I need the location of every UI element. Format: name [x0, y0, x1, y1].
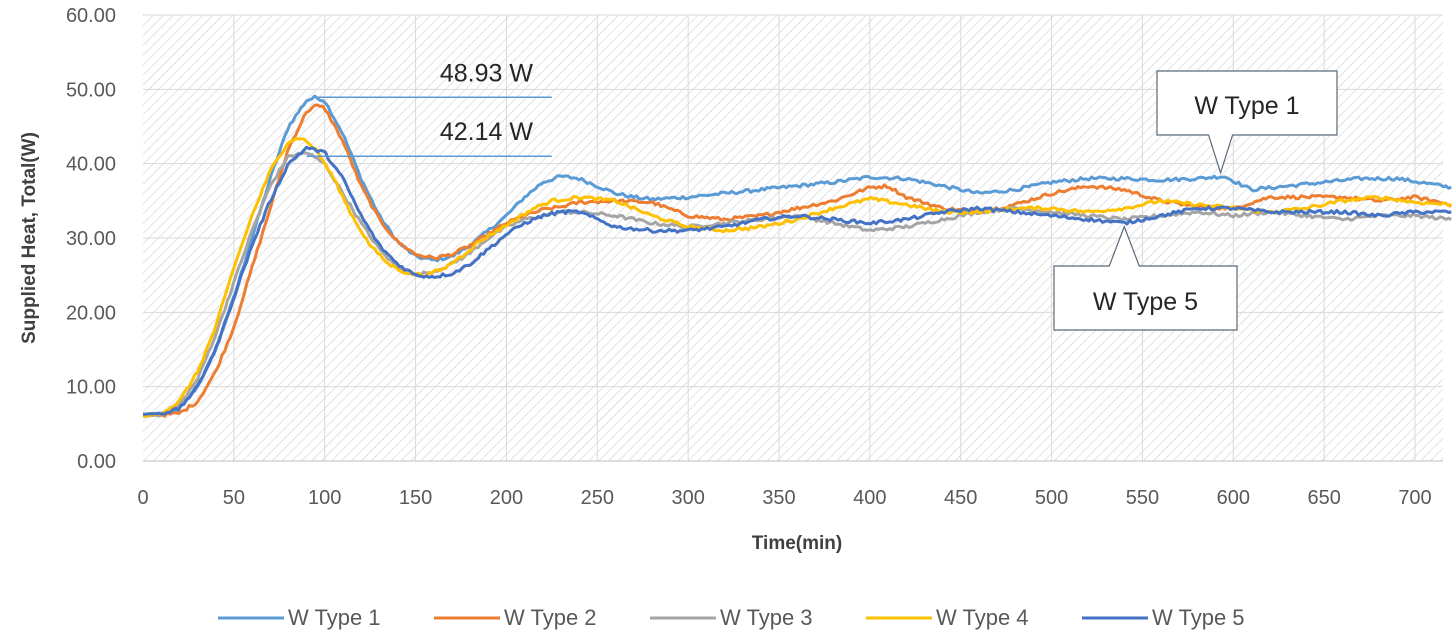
y-axis-ticks: 0.00 10.00 20.00 30.00 40.00 50.00 60.00 — [66, 5, 116, 473]
y-tick-label: 30.00 — [66, 228, 116, 250]
x-tick-label: 500 — [1035, 487, 1068, 509]
gridlines — [143, 14, 1443, 461]
peak-annotations: 48.93 W 42.14 W — [306, 59, 552, 157]
legend-label: W Type 4 — [936, 605, 1029, 630]
y-tick-label: 50.00 — [66, 79, 116, 101]
series-lines — [142, 94, 1453, 418]
legend-label: W Type 3 — [720, 605, 813, 630]
y-tick-label: 10.00 — [66, 377, 116, 399]
y-tick-label: 0.00 — [77, 451, 116, 473]
x-tick-label: 550 — [1126, 487, 1159, 509]
x-tick-label: 650 — [1307, 487, 1340, 509]
x-axis-title: Time(min) — [752, 533, 842, 554]
callout-label-w-type-5: W Type 5 — [1093, 288, 1198, 316]
callout-label-w-type-1: W Type 1 — [1194, 92, 1299, 120]
x-tick-label: 700 — [1398, 487, 1431, 509]
annotation-label: 42.14 W — [440, 118, 534, 146]
x-tick-label: 50 — [223, 487, 245, 509]
x-tick-label: 200 — [490, 487, 523, 509]
legend: W Type 1 W Type 2 W Type 3 W Type 4 W Type 5 — [218, 605, 1245, 630]
annotation-label: 48.93 W — [440, 59, 534, 87]
y-axis-title: Supplied Heat, Total(W) — [19, 132, 40, 344]
y-tick-label: 20.00 — [66, 302, 116, 324]
x-axis-ticks: 0 50 100 150 200 250 300 350 400 450 500 550 600 650 7… — [137, 487, 1431, 509]
x-tick-label: 150 — [399, 487, 432, 509]
x-tick-label: 0 — [137, 487, 148, 509]
x-tick-label: 400 — [853, 487, 886, 509]
legend-label: W Type 5 — [1152, 605, 1245, 630]
series-callouts: W Type 1 W Type 5 — [1053, 70, 1338, 331]
x-tick-label: 300 — [671, 487, 704, 509]
x-tick-label: 450 — [944, 487, 977, 509]
x-tick-label: 250 — [581, 487, 614, 509]
x-tick-label: 350 — [762, 487, 795, 509]
y-tick-label: 40.00 — [66, 154, 116, 176]
x-tick-label: 600 — [1217, 487, 1250, 509]
legend-label: W Type 2 — [504, 605, 597, 630]
x-tick-label: 100 — [308, 487, 341, 509]
callout-box-w-type-1 — [1156, 70, 1338, 175]
y-tick-label: 60.00 — [66, 5, 116, 27]
legend-label: W Type 1 — [288, 605, 381, 630]
series-line-1 — [142, 94, 1452, 416]
callout-box-w-type-5 — [1053, 224, 1238, 331]
series-line-5 — [142, 145, 1452, 416]
